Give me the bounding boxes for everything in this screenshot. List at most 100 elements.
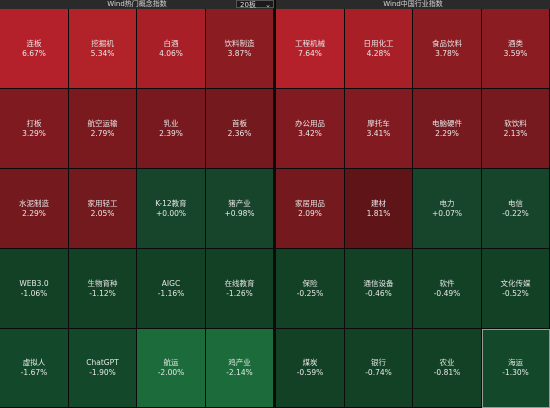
- tile-change: 4.28%: [366, 48, 391, 58]
- heatmap-tile[interactable]: 建材 1.81%: [345, 169, 413, 249]
- tile-change: 3.87%: [227, 48, 252, 58]
- heatmap-tile[interactable]: 农业 -0.81%: [413, 329, 482, 408]
- tile-name: ChatGPT: [86, 358, 119, 367]
- tile-change: 6.67%: [22, 48, 46, 58]
- heatmap-tile[interactable]: 电脑硬件 2.29%: [413, 89, 482, 169]
- tile-name: 鸡产业: [228, 358, 251, 367]
- heatmap-tile[interactable]: 软件 -0.49%: [413, 249, 482, 329]
- tile-name: 打板: [26, 118, 42, 128]
- heatmap-tile[interactable]: 家居用品 2.09%: [276, 169, 345, 249]
- tile-name: 家居用品: [295, 198, 325, 208]
- tile-name: 电信: [508, 198, 523, 208]
- heatmap-tile[interactable]: WEB3.0 -1.06%: [0, 249, 69, 329]
- concept-index-panel: Wind热门概念指数 20板 ⌄ 连板 6.67% 挖掘机 5.34% 白酒 4.06…: [0, 0, 274, 408]
- heatmap-tile[interactable]: 食品饮料 3.78%: [413, 9, 482, 89]
- tile-change: -1.12%: [89, 288, 116, 298]
- tile-change: -0.25%: [296, 288, 324, 298]
- tile-name: 连板: [26, 38, 42, 48]
- tile-change: 7.64%: [298, 48, 322, 58]
- tile-name: 酒类: [508, 38, 523, 48]
- industry-heatmap-grid: 工程机械 7.64% 日用化工 4.28% 食品饮料 3.78% 酒类 3.59% 办公…: [276, 9, 550, 408]
- tile-change: 2.79%: [90, 128, 115, 138]
- tile-change: 4.06%: [159, 48, 183, 58]
- heatmap-tile[interactable]: K-12教育 +0.00%: [137, 169, 206, 249]
- tile-name: 饮料制造: [224, 38, 255, 48]
- heatmap-tile[interactable]: 挖掘机 5.34%: [69, 9, 137, 89]
- board-count-dropdown[interactable]: 20板 ⌄: [236, 0, 274, 9]
- tile-change: 1.81%: [366, 208, 391, 218]
- heatmap-tile[interactable]: 通信设备 -0.46%: [345, 249, 413, 329]
- tile-name: 白酒: [163, 38, 179, 48]
- tile-name: 保险: [302, 278, 318, 288]
- heatmap-tile[interactable]: 家用轻工 2.05%: [69, 169, 137, 249]
- heatmap-tile[interactable]: 摩托车 3.41%: [345, 89, 413, 169]
- tile-name: AIGC: [161, 278, 181, 288]
- heatmap-tile[interactable]: 海运 -1.30%: [482, 329, 550, 408]
- tile-change: -1.16%: [157, 288, 185, 298]
- heatmap-tile[interactable]: ChatGPT -1.90%: [69, 329, 137, 408]
- tile-name: WEB3.0: [19, 278, 49, 288]
- tile-name: 在线教育: [224, 278, 255, 288]
- tile-change: 2.36%: [227, 128, 252, 138]
- heatmap-tile[interactable]: 连板 6.67%: [0, 9, 69, 89]
- tile-change: -1.67%: [20, 368, 48, 377]
- heatmap-tile[interactable]: 虚拟人 -1.67%: [0, 329, 69, 408]
- heatmap-tile[interactable]: 在线教育 -1.26%: [206, 249, 274, 329]
- tile-change: 5.34%: [90, 48, 115, 58]
- heatmap-tile[interactable]: 航空运输 2.79%: [69, 89, 137, 169]
- heatmap-tile[interactable]: 保险 -0.25%: [276, 249, 345, 329]
- tile-name: 虚拟人: [22, 358, 46, 367]
- tile-name: 软件: [439, 278, 455, 288]
- board-count-value: 20板: [240, 1, 256, 9]
- tile-change: 2.05%: [90, 208, 115, 218]
- concept-index-title: Wind热门概念指数: [107, 0, 167, 8]
- heatmap-tile[interactable]: 乳业 2.39%: [137, 89, 206, 169]
- heatmap-tile[interactable]: 文化传媒 -0.52%: [482, 249, 550, 329]
- heatmap-tile[interactable]: 电力 +0.07%: [413, 169, 482, 249]
- heatmap-tile[interactable]: 鸡产业 -2.14%: [206, 329, 274, 408]
- tile-change: 2.29%: [22, 208, 46, 218]
- heatmap-tile[interactable]: 办公用品 3.42%: [276, 89, 345, 169]
- heatmap-tile[interactable]: 酒类 3.59%: [482, 9, 550, 89]
- tile-name: 通信设备: [363, 278, 394, 288]
- heatmap-tile[interactable]: 白酒 4.06%: [137, 9, 206, 89]
- tile-change: -0.59%: [296, 368, 324, 377]
- tile-change: 3.29%: [22, 128, 46, 138]
- tile-change: +0.07%: [431, 208, 463, 218]
- tile-name: 建材: [371, 198, 386, 208]
- tile-change: -0.22%: [502, 208, 529, 218]
- tile-name: 软饮料: [504, 118, 527, 128]
- tile-change: -0.74%: [365, 368, 392, 377]
- tile-change: 2.29%: [435, 128, 459, 138]
- tile-name: 日用化工: [363, 38, 394, 48]
- tile-name: 农业: [439, 358, 455, 367]
- tile-change: -0.81%: [433, 368, 461, 377]
- heatmap-tile[interactable]: 银行 -0.74%: [345, 329, 413, 408]
- tile-name: 生物育种: [87, 278, 118, 288]
- heatmap-tile[interactable]: 猪产业 +0.98%: [206, 169, 274, 249]
- heatmap-tile[interactable]: 软饮料 2.13%: [482, 89, 550, 169]
- heatmap-tile[interactable]: 工程机械 7.64%: [276, 9, 345, 89]
- heatmap-tile[interactable]: 水泥制造 2.29%: [0, 169, 69, 249]
- heatmap-tile[interactable]: 煤炭 -0.59%: [276, 329, 345, 408]
- tile-change: +0.00%: [155, 208, 187, 218]
- tile-name: 银行: [371, 358, 386, 367]
- tile-name: 摩托车: [367, 118, 390, 128]
- tile-change: 2.13%: [503, 128, 528, 138]
- tile-change: -1.30%: [502, 368, 529, 377]
- tile-name: 电力: [439, 198, 455, 208]
- tile-change: -0.52%: [502, 288, 529, 298]
- heatmap-tile[interactable]: 日用化工 4.28%: [345, 9, 413, 89]
- heatmap-tile[interactable]: 生物育种 -1.12%: [69, 249, 137, 329]
- heatmap-tile[interactable]: 首板 2.36%: [206, 89, 274, 169]
- heatmap-tile[interactable]: 航运 -2.00%: [137, 329, 206, 408]
- heatmap-tile[interactable]: 打板 3.29%: [0, 89, 69, 169]
- heatmap-tile[interactable]: AIGC -1.16%: [137, 249, 206, 329]
- tile-name: 航空运输: [87, 118, 118, 128]
- heatmap-tile[interactable]: 饮料制造 3.87%: [206, 9, 274, 89]
- heatmap-tile[interactable]: 电信 -0.22%: [482, 169, 550, 249]
- tile-name: 海运: [508, 358, 523, 367]
- tile-change: 2.39%: [159, 128, 183, 138]
- concept-heatmap-grid: 连板 6.67% 挖掘机 5.34% 白酒 4.06% 饮料制造 3.87% 打板 3.2…: [0, 9, 274, 408]
